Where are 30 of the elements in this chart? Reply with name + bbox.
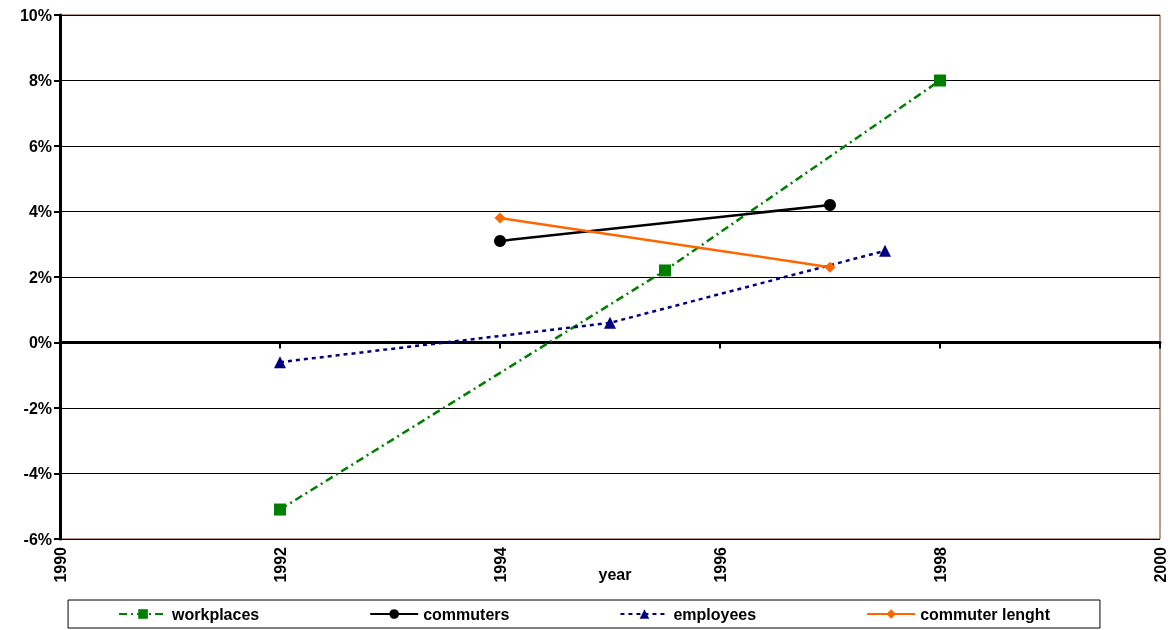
y-tick-label: 2% (28, 268, 52, 286)
point (494, 212, 506, 224)
legend-label: commuter lenght (920, 605, 1051, 623)
legend-label: employees (673, 605, 757, 623)
x-tick-label: 1990 (51, 546, 69, 583)
point (934, 74, 946, 87)
y-tick-label: 6% (28, 137, 52, 155)
x-tick-label: 1992 (271, 546, 289, 583)
point (824, 261, 836, 273)
y-tick-label: -6% (23, 530, 52, 548)
x-tick-label: 1996 (711, 546, 729, 583)
y-tick-label: 8% (28, 72, 52, 89)
x-tick-label: 1994 (491, 546, 509, 583)
y-tick-label: -4% (23, 465, 52, 482)
point (879, 244, 891, 257)
legend-label: workplaces (171, 605, 260, 623)
point (274, 503, 286, 516)
y-tick-label: -2% (23, 399, 52, 417)
point (494, 234, 506, 247)
y-tick-label: 0% (28, 334, 52, 351)
y-tick-label: 4% (28, 203, 52, 220)
point (824, 198, 836, 211)
y-tick-label: 10% (19, 6, 52, 24)
x-tick-label: 2000 (1151, 546, 1168, 583)
x-axis-title: year (598, 565, 632, 583)
legend-label: commuters (423, 605, 510, 623)
point (274, 356, 286, 369)
x-tick-label: 1998 (931, 546, 949, 583)
point (604, 316, 616, 329)
point (659, 264, 671, 277)
